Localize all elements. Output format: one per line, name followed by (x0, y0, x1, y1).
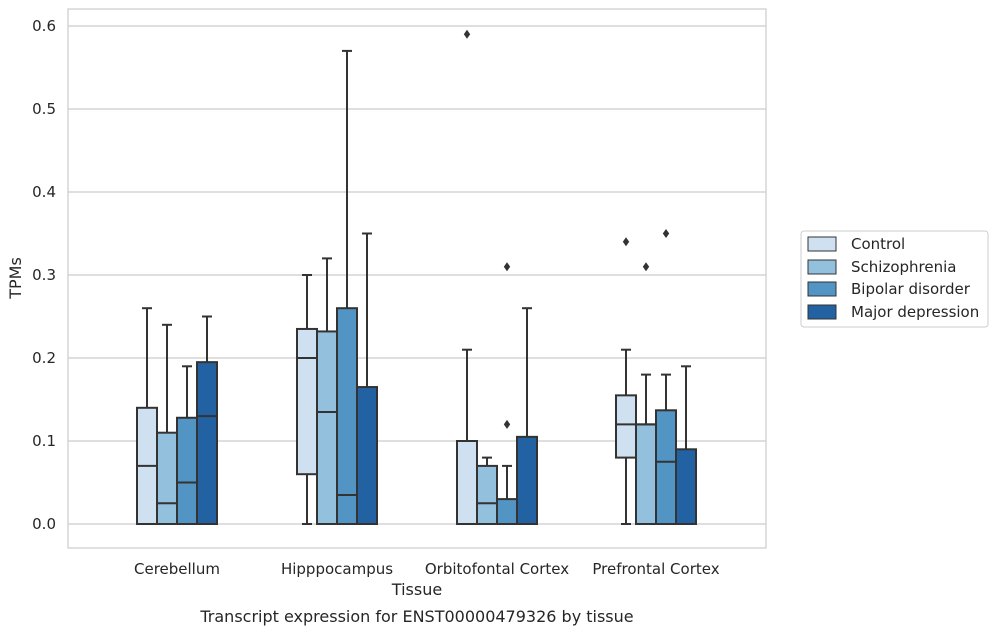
box-1-3 (356, 232, 378, 525)
legend-swatch (807, 281, 837, 297)
y-axis-label: TPMs (6, 257, 25, 300)
box-groups (136, 29, 697, 526)
box-0-2 (176, 365, 198, 526)
box-body (456, 440, 478, 525)
box-body (156, 431, 178, 526)
box-body (176, 416, 198, 526)
x-tick-label: Orbitofontal Cortex (425, 560, 569, 578)
legend-swatch (807, 304, 837, 320)
box-body (655, 409, 677, 526)
y-tick-label: 0.2 (32, 349, 56, 367)
y-tick-label: 0.3 (32, 266, 56, 284)
outlier-point (503, 262, 511, 272)
y-tick-label: 0.6 (32, 17, 56, 35)
outlier-point (463, 29, 471, 39)
box-0-1 (156, 323, 178, 526)
x-tick-label: Prefrontal Cortex (592, 560, 719, 578)
box-body (635, 423, 657, 525)
y-tick-label: 0.4 (32, 183, 56, 201)
box-2-2 (496, 262, 518, 526)
y-tick-label: 0.1 (32, 432, 56, 450)
box-body (476, 464, 498, 525)
legend-label: Control (851, 235, 905, 253)
box-body (675, 448, 697, 525)
legend: Control Schizophrenia Bipolar disorder Majo… (800, 230, 989, 328)
legend-label: Schizophrenia (851, 258, 956, 276)
legend-frame (800, 230, 989, 328)
box-3-3 (675, 365, 697, 525)
outlier-point (503, 419, 511, 429)
legend-swatch (807, 236, 837, 252)
outlier-point (662, 229, 670, 238)
box-body (516, 435, 538, 526)
plot-area-frame (67, 8, 767, 549)
box-3-0 (615, 237, 637, 525)
x-tick-label: Hipppocampus (281, 560, 393, 578)
box-body (356, 386, 378, 525)
box-2-1 (476, 456, 498, 525)
box-body (336, 307, 358, 526)
box-body (496, 498, 518, 526)
box-body (196, 361, 218, 525)
legend-swatch (807, 259, 837, 275)
y-tick-label: 0.0 (32, 515, 56, 533)
box-1-1 (316, 257, 338, 525)
outlier-point (622, 237, 630, 247)
y-tick-labels: 0.0 0.1 0.2 0.3 0.4 0.5 0.6 (32, 17, 56, 533)
box-3-2 (655, 229, 677, 526)
box-2-3 (516, 307, 538, 526)
box-body (316, 330, 338, 525)
x-axis-label: Tissue (391, 580, 442, 599)
legend-label: Major depression (851, 303, 979, 321)
box-body (296, 327, 318, 476)
chart-caption: Transcript expression for ENST0000047932… (199, 607, 633, 626)
box-0-0 (136, 307, 158, 525)
box-1-0 (296, 274, 318, 525)
legend-label: Bipolar disorder (851, 280, 971, 298)
box-2-0 (456, 29, 478, 525)
y-tick-label: 0.5 (32, 100, 56, 118)
box-0-3 (196, 315, 218, 525)
x-tick-label: Cerebellum (134, 560, 220, 578)
box-1-2 (336, 49, 358, 526)
box-body (615, 394, 637, 459)
x-tick-labels: Cerebellum Hipppocampus Orbitofontal Corte… (134, 560, 720, 578)
box-3-1 (635, 262, 657, 525)
outlier-point (642, 262, 650, 272)
